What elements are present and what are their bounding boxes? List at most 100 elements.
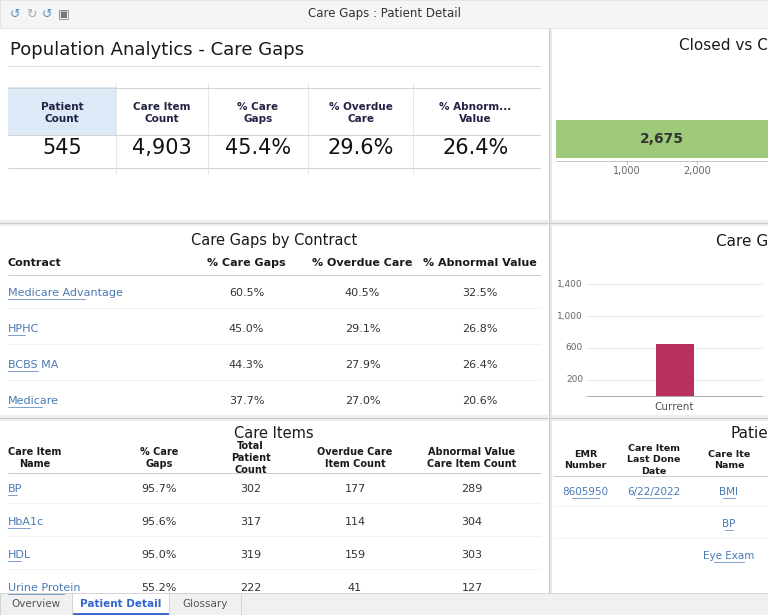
Text: 200: 200 <box>566 376 583 384</box>
Bar <box>0 418 548 593</box>
Text: Contract: Contract <box>8 258 61 268</box>
Text: 289: 289 <box>462 484 482 494</box>
Bar <box>552 415 768 421</box>
Bar <box>552 418 768 593</box>
Text: Patie: Patie <box>730 426 768 442</box>
Text: Patient
Count: Patient Count <box>41 102 83 124</box>
Text: 545: 545 <box>42 138 82 158</box>
Text: 317: 317 <box>240 517 261 527</box>
Text: ↺: ↺ <box>42 7 52 20</box>
Text: 45.0%: 45.0% <box>229 324 264 334</box>
Text: BP: BP <box>723 519 736 529</box>
Text: 2,000: 2,000 <box>684 166 711 176</box>
Text: 26.4%: 26.4% <box>442 138 508 158</box>
Text: Care Item
Last Done
Date: Care Item Last Done Date <box>627 445 680 475</box>
Text: 95.7%: 95.7% <box>141 484 177 494</box>
Text: 60.5%: 60.5% <box>229 288 264 298</box>
Text: Overview: Overview <box>12 599 61 609</box>
Text: % Abnormal Value: % Abnormal Value <box>423 258 537 268</box>
Text: 20.6%: 20.6% <box>462 396 498 406</box>
Text: ↺: ↺ <box>10 7 21 20</box>
Bar <box>552 28 768 223</box>
Text: ↻: ↻ <box>26 7 37 20</box>
Text: Care Ite
Name: Care Ite Name <box>708 450 750 470</box>
Text: Medicare: Medicare <box>8 396 59 406</box>
Bar <box>0 593 768 615</box>
Text: 177: 177 <box>344 484 366 494</box>
Bar <box>0 223 548 418</box>
Text: 2,675: 2,675 <box>640 132 684 146</box>
Bar <box>552 223 768 418</box>
Text: Overdue Care
Item Count: Overdue Care Item Count <box>317 447 392 469</box>
Text: BMI: BMI <box>720 487 739 497</box>
Text: Care Gaps : Patient Detail: Care Gaps : Patient Detail <box>307 7 461 20</box>
Text: Current: Current <box>655 402 694 412</box>
Text: BCBS MA: BCBS MA <box>8 360 58 370</box>
Text: 45.4%: 45.4% <box>225 138 291 158</box>
Text: Care G: Care G <box>716 234 768 248</box>
Text: Abnormal Value
Care Item Count: Abnormal Value Care Item Count <box>427 447 517 469</box>
Text: Urine Protein: Urine Protein <box>8 583 81 593</box>
Text: 41: 41 <box>348 583 362 593</box>
Text: 26.8%: 26.8% <box>462 324 498 334</box>
Bar <box>656 344 694 396</box>
Text: 4,903: 4,903 <box>132 138 192 158</box>
Text: % Abnorm...
Value: % Abnorm... Value <box>439 102 511 124</box>
Text: HDL: HDL <box>8 550 31 560</box>
Text: Closed vs C: Closed vs C <box>679 39 768 54</box>
Text: 40.5%: 40.5% <box>345 288 380 298</box>
Text: 32.5%: 32.5% <box>462 288 498 298</box>
Text: Glossary: Glossary <box>182 599 227 609</box>
Text: Medicare Advantage: Medicare Advantage <box>8 288 123 298</box>
Bar <box>549 28 552 593</box>
Text: 159: 159 <box>344 550 366 560</box>
Bar <box>8 87 116 135</box>
Text: 304: 304 <box>462 517 482 527</box>
Text: 26.4%: 26.4% <box>462 360 498 370</box>
Bar <box>556 120 768 158</box>
Text: Care Item
Name: Care Item Name <box>8 447 61 469</box>
Text: Care Item
Count: Care Item Count <box>134 102 190 124</box>
Text: 303: 303 <box>462 550 482 560</box>
Text: 44.3%: 44.3% <box>229 360 264 370</box>
Bar <box>0 593 72 615</box>
Text: % Care
Gaps: % Care Gaps <box>140 447 178 469</box>
Text: Patient Detail: Patient Detail <box>80 599 161 609</box>
Bar <box>0 415 548 421</box>
Text: ▣: ▣ <box>58 7 70 20</box>
Text: 27.0%: 27.0% <box>345 396 380 406</box>
Text: 55.2%: 55.2% <box>141 583 177 593</box>
Text: % Overdue Care: % Overdue Care <box>313 258 412 268</box>
Text: 1,000: 1,000 <box>613 166 641 176</box>
Text: 600: 600 <box>566 344 583 352</box>
Text: Care Items: Care Items <box>234 426 314 442</box>
Text: BP: BP <box>8 484 22 494</box>
Bar <box>0 0 768 28</box>
Text: 319: 319 <box>240 550 261 560</box>
Text: Care Gaps by Contract: Care Gaps by Contract <box>191 234 357 248</box>
Text: % Overdue
Care: % Overdue Care <box>329 102 392 124</box>
Text: 95.6%: 95.6% <box>141 517 177 527</box>
Text: % Care
Gaps: % Care Gaps <box>237 102 279 124</box>
Text: HbA1c: HbA1c <box>8 517 44 527</box>
Bar <box>0 220 548 226</box>
Text: 127: 127 <box>462 583 482 593</box>
Text: 95.0%: 95.0% <box>141 550 177 560</box>
Text: Eye Exam: Eye Exam <box>703 551 755 561</box>
Text: Total
Patient
Count: Total Patient Count <box>230 440 270 475</box>
Text: 8605950: 8605950 <box>562 487 608 497</box>
Bar <box>72 593 169 615</box>
Text: 27.9%: 27.9% <box>345 360 380 370</box>
Text: 222: 222 <box>240 583 261 593</box>
Text: 1,400: 1,400 <box>558 279 583 288</box>
Text: 29.6%: 29.6% <box>327 138 394 158</box>
Bar <box>0 28 548 223</box>
Text: HPHC: HPHC <box>8 324 39 334</box>
Text: Population Analytics - Care Gaps: Population Analytics - Care Gaps <box>10 41 304 59</box>
Text: 29.1%: 29.1% <box>345 324 380 334</box>
Text: 37.7%: 37.7% <box>229 396 264 406</box>
Text: 114: 114 <box>344 517 366 527</box>
Bar <box>552 220 768 226</box>
Bar <box>169 593 241 615</box>
Text: % Care Gaps: % Care Gaps <box>207 258 286 268</box>
